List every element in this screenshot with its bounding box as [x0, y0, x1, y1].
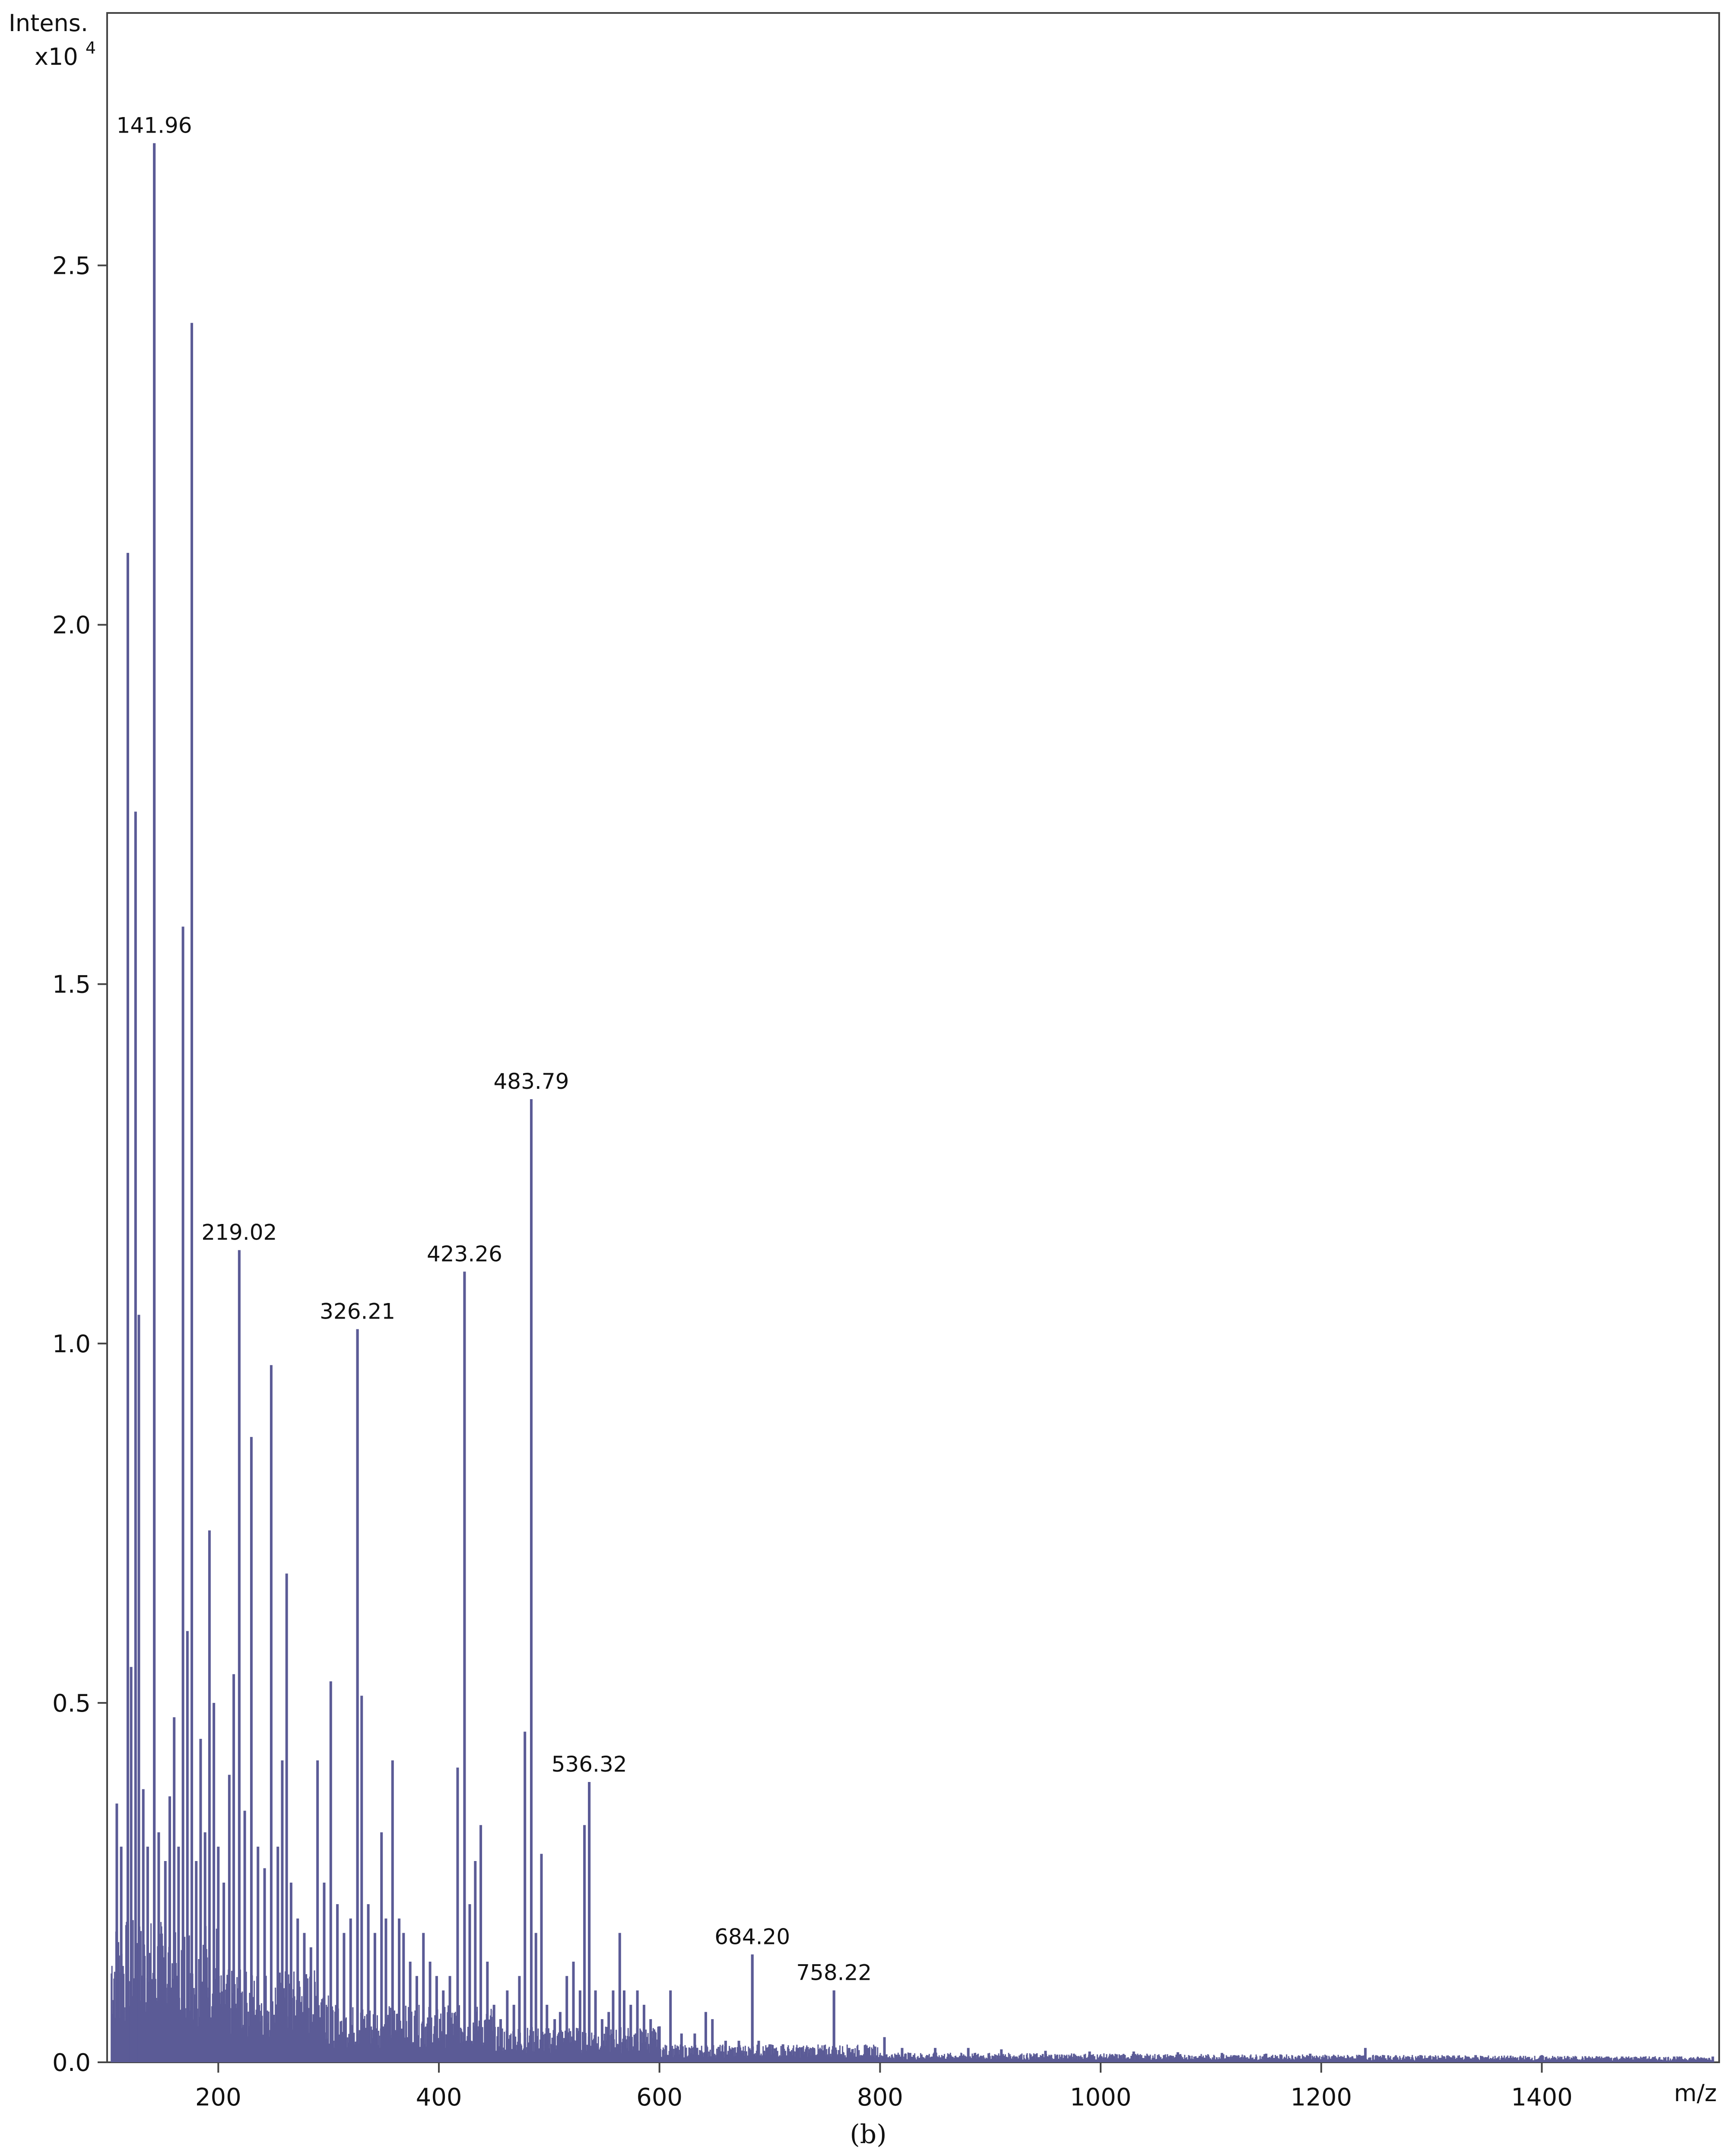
x-tick-label: 600 [636, 2083, 682, 2112]
x-tick-label: 1000 [1070, 2083, 1132, 2112]
y-axis-title-line2: x10 4 [35, 38, 96, 70]
y-tick-label: 0.5 [52, 1690, 91, 1718]
x-tick-label: 200 [195, 2083, 241, 2112]
y-axis-ticks: 0.0 0.5 1.0 1.5 2.0 2.5 [52, 252, 108, 2077]
y-axis-title-exponent: 4 [86, 38, 96, 57]
peak-label: 483.79 [494, 1069, 569, 1094]
peak-label: 219.02 [201, 1220, 277, 1245]
peak-label: 536.32 [552, 1752, 627, 1777]
peak-label: 758.22 [796, 1960, 872, 1985]
x-tick-label: 1400 [1511, 2083, 1573, 2112]
x-tick-label: 1200 [1291, 2083, 1352, 2112]
peak-label: 423.26 [427, 1241, 502, 1266]
y-tick-label: 2.5 [52, 252, 91, 280]
peak-label: 326.21 [320, 1299, 395, 1324]
y-axis-title-line1: Intens. [9, 10, 88, 37]
y-tick-label: 1.5 [52, 971, 91, 999]
plot-frame [106, 12, 1720, 2063]
peak-label: 684.20 [714, 1924, 790, 1949]
figure-caption: (b) [850, 2119, 886, 2150]
x-tick-label: 400 [416, 2083, 462, 2112]
x-tick-label: 800 [857, 2083, 903, 2112]
y-tick-label: 2.0 [52, 612, 91, 640]
x-axis-title: m/z [1674, 2080, 1717, 2107]
peak-labels: 141.96 219.02 326.21 423.26 483.79 536.32 684.… [117, 113, 872, 2062]
y-tick-label: 1.0 [52, 1330, 91, 1358]
y-tick-label: 0.0 [52, 2049, 91, 2077]
y-axis-title-prefix: x10 [35, 43, 78, 70]
x-axis-ticks: 200 400 600 800 1000 1200 1400 [195, 2062, 1573, 2112]
peak-label: 141.96 [117, 113, 192, 138]
